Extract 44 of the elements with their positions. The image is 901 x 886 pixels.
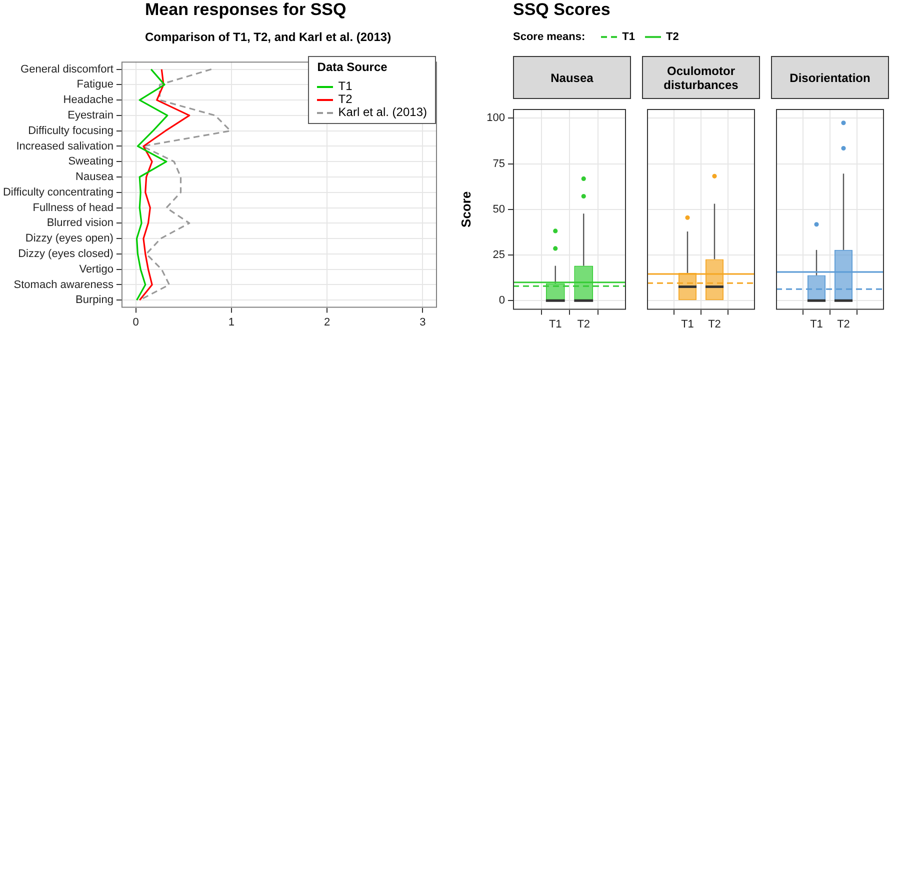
y-tick-label: Fullness of head [32, 202, 114, 214]
text: SSQ Scores [513, 0, 610, 20]
x-tick-label: T2 [708, 318, 721, 330]
x-tick-label: 1 [228, 316, 234, 328]
y-tick-label: Difficulty concentrating [2, 186, 114, 198]
y-tick-label: Burping [76, 294, 114, 306]
y-tick-label: Dizzy (eyes closed) [18, 248, 114, 260]
y-tick-label: Blurred vision [46, 217, 114, 230]
chart-subtitle: Comparison of T1, T2, and Karl et al. (2013) [145, 30, 392, 44]
y-tick-label: Nausea [76, 171, 114, 184]
legend-label: T2 [666, 31, 679, 43]
chart-title: Disorientation [771, 56, 889, 99]
y-tick-label: Eyestrain [68, 109, 114, 122]
legend-label: Karl et al. (2013) [338, 105, 427, 119]
x-tick-label: T1 [681, 318, 694, 330]
y-tick-label: Difficulty focusing [28, 124, 114, 137]
x-tick-label: 0 [132, 316, 139, 328]
x-tick-label: T2 [837, 318, 850, 330]
legend-label: T2 [338, 92, 352, 106]
x-tick-label: 2 [324, 316, 330, 328]
legend-title: Data Source [317, 60, 388, 74]
y-tick-label: Stomach awareness [14, 278, 114, 291]
y-tick-label: Vertigo [79, 263, 114, 276]
y-tick-label: Sweating [68, 156, 114, 168]
x-tick-label: T2 [577, 318, 590, 330]
y-tick-label: 100 [486, 112, 505, 124]
y-tick-label: 0 [498, 294, 505, 307]
y-tick-label: 50 [492, 203, 505, 216]
y-tick-label: Dizzy (eyes open) [25, 232, 114, 245]
y-tick-label: General discomfort [20, 63, 114, 76]
y-tick-label: Fatigue [76, 78, 114, 91]
y-tick-label: 75 [492, 158, 505, 170]
y-tick-label: Increased salivation [16, 140, 114, 152]
y-tick-label: Headache [63, 94, 114, 106]
chart-title: Oculomotor disturbances [642, 56, 760, 99]
x-tick-label: T1 [810, 318, 823, 330]
y-tick-label: 25 [492, 249, 505, 262]
chart-title: Mean responses for SSQ [145, 0, 346, 20]
x-tick-label: 3 [420, 316, 426, 328]
x-tick-label: T1 [548, 318, 562, 330]
legend-label: T1 [338, 79, 352, 93]
legend-label: T1 [622, 31, 635, 43]
legend-title: Score means: [513, 31, 586, 43]
y-axis-title: Score [458, 191, 474, 228]
